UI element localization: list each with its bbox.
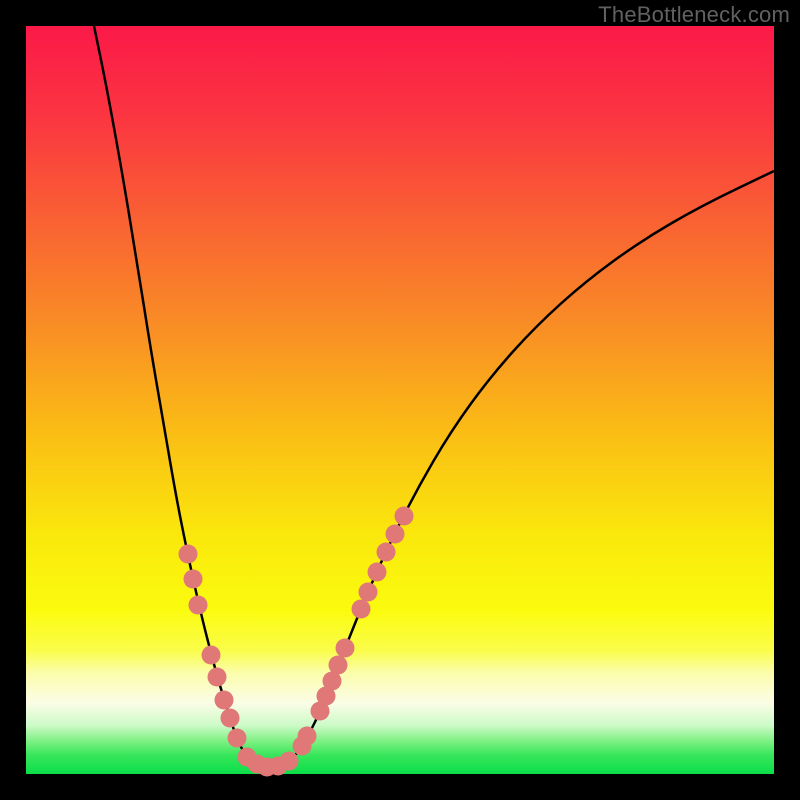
marker-dot bbox=[395, 507, 414, 526]
marker-dot bbox=[184, 570, 203, 589]
marker-dot bbox=[336, 639, 355, 658]
marker-dot bbox=[329, 656, 348, 675]
marker-dot bbox=[359, 583, 378, 602]
marker-dot bbox=[215, 691, 234, 710]
marker-dot bbox=[280, 752, 299, 771]
marker-dot bbox=[368, 563, 387, 582]
marker-dot bbox=[179, 545, 198, 564]
marker-dot bbox=[189, 596, 208, 615]
chart-container: TheBottleneck.com bbox=[0, 0, 800, 800]
bottleneck-curve bbox=[94, 26, 774, 767]
marker-dot bbox=[228, 729, 247, 748]
watermark-text: TheBottleneck.com bbox=[598, 2, 790, 28]
marker-dot bbox=[208, 668, 227, 687]
curve-layer bbox=[26, 26, 774, 774]
marker-group bbox=[179, 507, 414, 777]
marker-dot bbox=[352, 600, 371, 619]
marker-dot bbox=[386, 525, 405, 544]
marker-dot bbox=[298, 727, 317, 746]
marker-dot bbox=[377, 543, 396, 562]
marker-dot bbox=[202, 646, 221, 665]
marker-dot bbox=[221, 709, 240, 728]
